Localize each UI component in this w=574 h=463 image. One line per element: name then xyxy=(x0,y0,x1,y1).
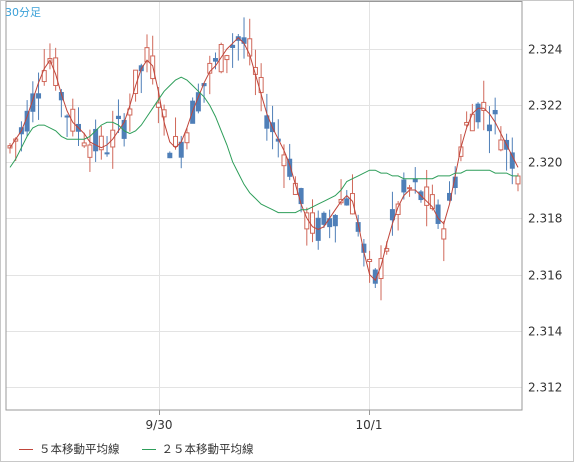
candle-body xyxy=(389,209,395,221)
candle-body xyxy=(310,212,316,234)
candle-body xyxy=(486,124,492,132)
candle-body xyxy=(64,115,70,118)
candle-body xyxy=(207,62,213,74)
candle-body xyxy=(321,212,327,225)
legend-item-ma25: ２５本移動平均線 xyxy=(141,441,254,457)
candle-body xyxy=(395,203,401,215)
candle-body xyxy=(195,92,201,112)
candle-body xyxy=(167,152,173,159)
y-tick-label: 2.312 xyxy=(528,381,562,395)
y-tick-label: 2.314 xyxy=(528,325,562,339)
y-tick-label: 2.324 xyxy=(528,43,562,57)
candle-body xyxy=(281,154,287,167)
candle-body xyxy=(332,214,338,227)
legend-label-ma25: ２５本移動平均線 xyxy=(161,442,254,456)
plot-border xyxy=(5,1,523,411)
x-tick-labels: 9/30 10/1 xyxy=(146,418,383,432)
legend-swatch-ma25 xyxy=(141,448,156,450)
candle-body xyxy=(115,115,121,120)
candle-body xyxy=(144,47,150,63)
legend-label-ma5: ５本移動平均線 xyxy=(39,442,120,456)
candle-body xyxy=(235,36,241,41)
candle-body xyxy=(424,186,430,206)
candle-body xyxy=(515,175,521,185)
candle-body xyxy=(36,93,42,99)
candles xyxy=(7,17,521,301)
y-tick-label: 2.318 xyxy=(528,212,562,226)
ma5-line xyxy=(9,36,519,282)
candle-body xyxy=(349,193,355,215)
candle-body xyxy=(212,58,218,62)
candle-body xyxy=(264,115,270,129)
y-tick-label: 2.320 xyxy=(528,156,562,170)
candle-body xyxy=(230,44,236,48)
candle-body xyxy=(498,139,504,151)
candle-body xyxy=(133,69,139,95)
grid xyxy=(6,1,522,415)
candle-body xyxy=(104,152,110,155)
candle-body xyxy=(447,192,453,201)
chart-legend: ５本移動平均線 ２５本移動平均線 xyxy=(19,441,254,457)
candle-body xyxy=(475,103,481,123)
candle-body xyxy=(287,158,293,177)
candle-body xyxy=(98,135,104,151)
ma25-line xyxy=(9,76,518,214)
candle-body xyxy=(298,188,304,205)
moving-averages xyxy=(9,36,519,282)
x-tick-label: 10/1 xyxy=(356,418,383,432)
candle-body xyxy=(70,108,76,132)
legend-item-ma5: ５本移動平均線 xyxy=(19,441,120,457)
timeframe-label: 30分足 xyxy=(5,6,41,19)
candle-body xyxy=(481,101,487,111)
candle-body xyxy=(30,93,36,112)
candle-body xyxy=(184,132,190,144)
candle-body xyxy=(344,198,350,206)
candle-body xyxy=(224,55,230,61)
candle-body xyxy=(435,204,441,224)
candle-body xyxy=(401,179,407,193)
candle-body xyxy=(378,258,384,280)
candle-body xyxy=(429,194,435,210)
candle-body xyxy=(41,70,47,83)
candle-body xyxy=(81,142,87,147)
candle-body xyxy=(155,102,161,108)
y-tick-labels: 2.312 2.314 2.316 2.318 2.320 2.322 2.324 xyxy=(528,43,562,395)
candle-body xyxy=(412,178,418,183)
x-tick-label: 9/30 xyxy=(146,418,173,432)
candle-body xyxy=(407,187,413,190)
candle-body xyxy=(93,128,99,152)
candle-body xyxy=(441,228,447,240)
legend-swatch-ma5 xyxy=(19,448,33,450)
candle-body xyxy=(173,135,179,147)
candle-body xyxy=(53,57,59,86)
candle-body xyxy=(178,141,184,158)
candle-body xyxy=(372,269,378,284)
candle-body xyxy=(87,144,93,158)
candle-body xyxy=(367,258,373,263)
y-tick-label: 2.322 xyxy=(528,99,562,113)
y-tick-label: 2.316 xyxy=(528,269,562,283)
candle-body xyxy=(492,109,498,115)
candle-body xyxy=(247,38,253,57)
